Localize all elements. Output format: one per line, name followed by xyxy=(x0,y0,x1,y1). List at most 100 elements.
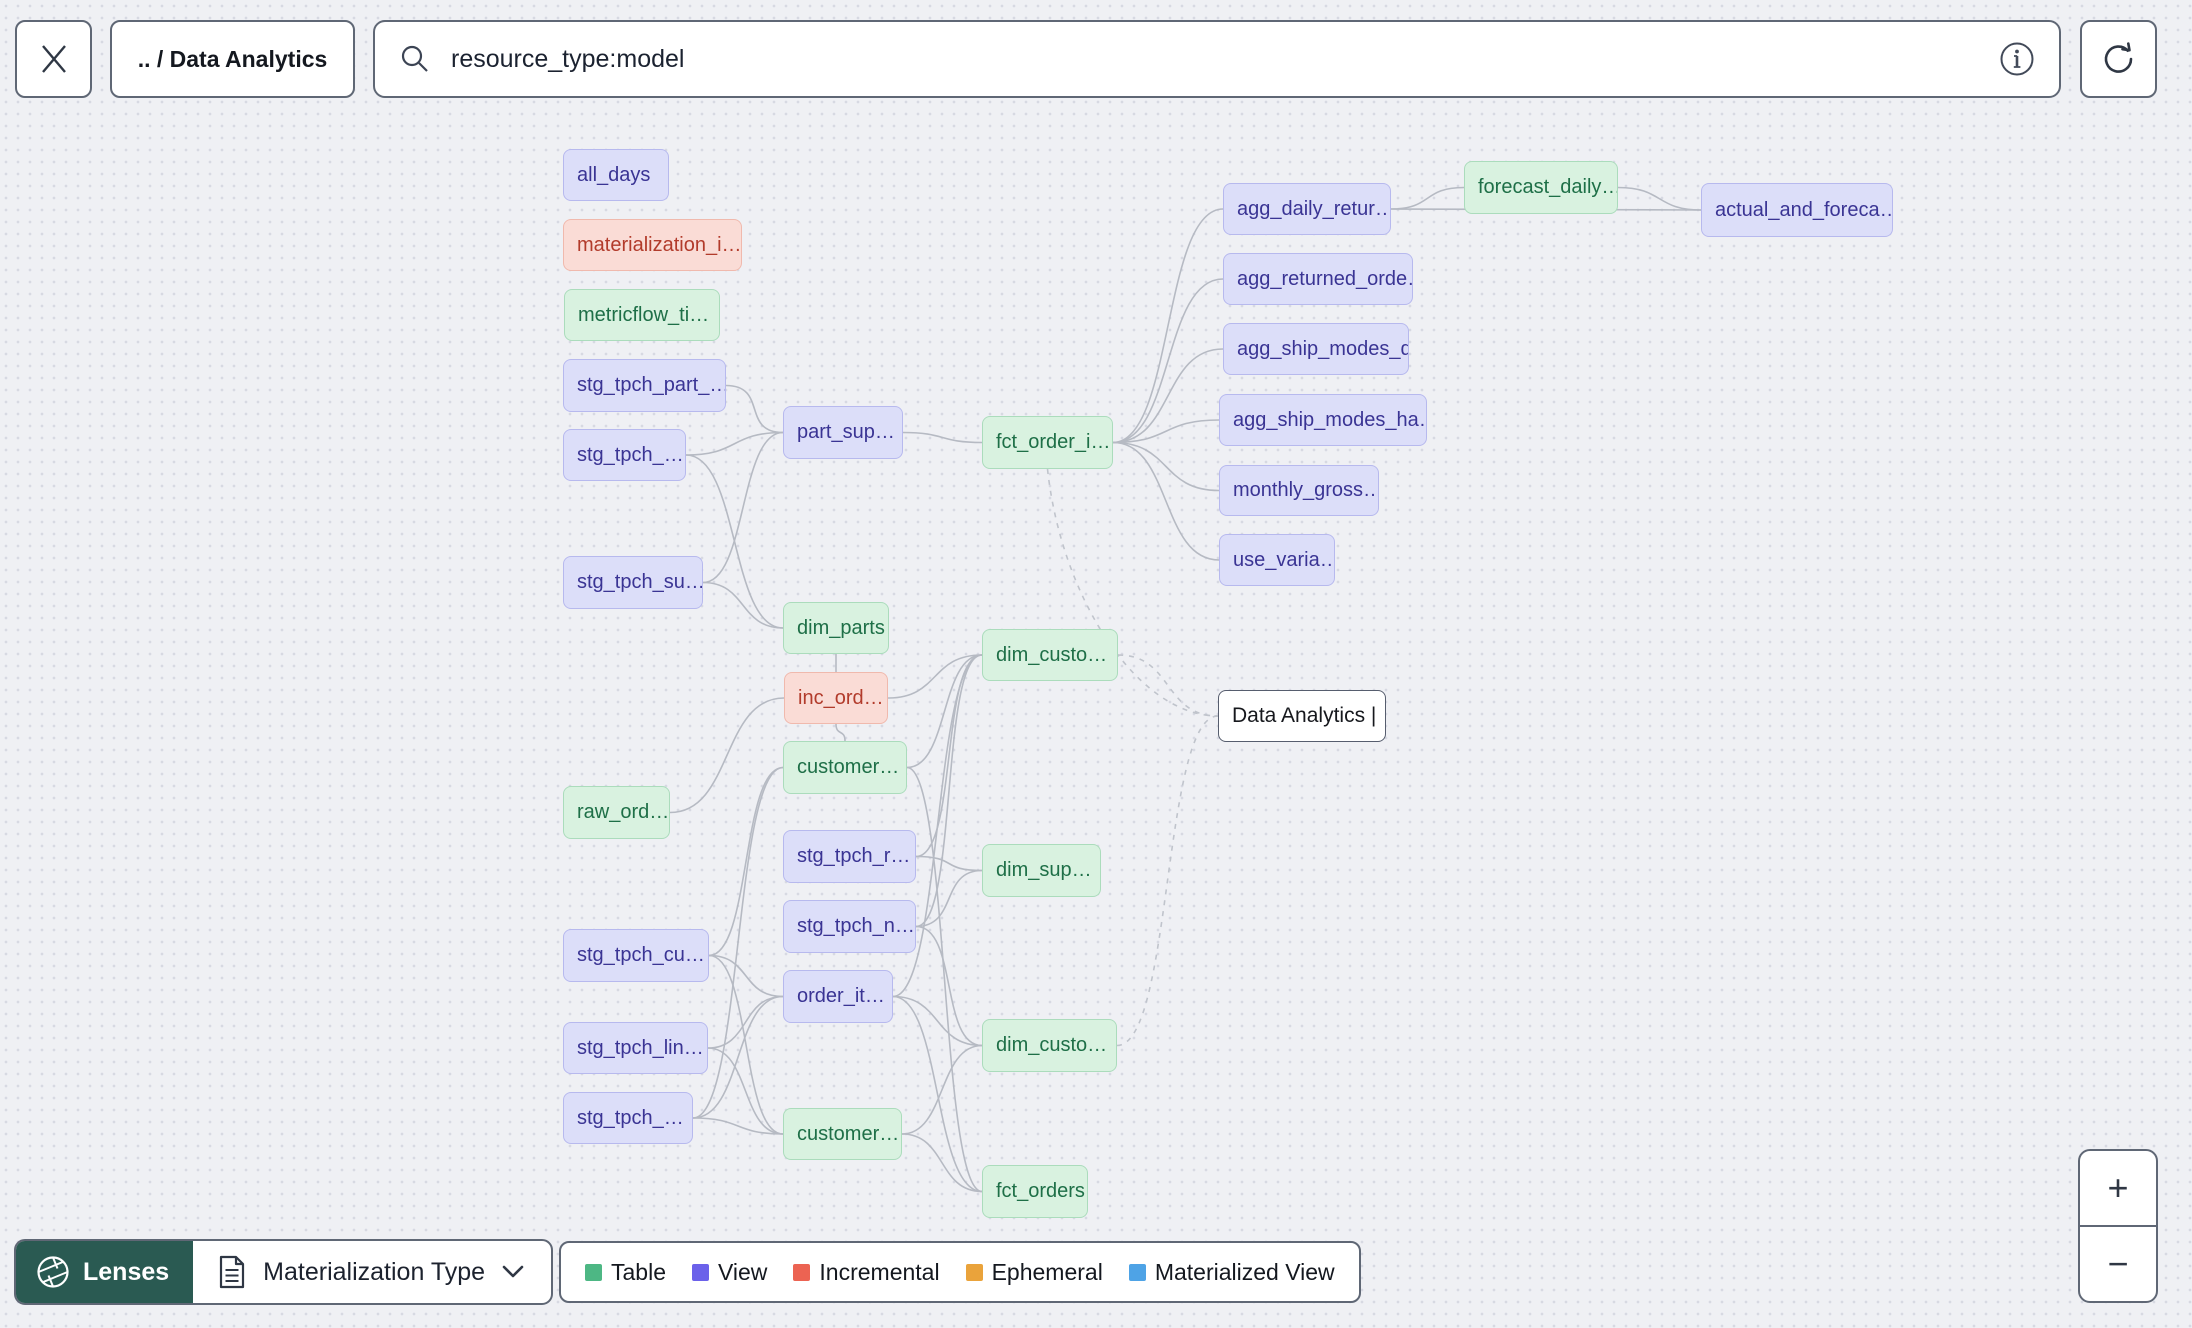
graph-node-stg_r[interactable]: stg_tpch_r… xyxy=(783,830,916,883)
refresh-icon xyxy=(2104,42,2132,73)
lineage-edge xyxy=(1112,348,1224,444)
refresh-button[interactable] xyxy=(2080,20,2157,98)
graph-node-dim_parts[interactable]: dim_parts xyxy=(783,602,889,654)
lineage-edge xyxy=(1112,441,1220,492)
lens-selector-label: Materialization Type xyxy=(263,1257,486,1286)
lineage-edge xyxy=(702,581,784,629)
graph-node-stg_cu[interactable]: stg_tpch_cu… xyxy=(563,929,709,982)
graph-node-part_sup[interactable]: part_sup… xyxy=(783,406,903,459)
graph-node-customer1[interactable]: customer… xyxy=(783,741,907,794)
graph-node-dim_custo1[interactable]: dim_custo… xyxy=(982,629,1118,681)
graph-node-da_node[interactable]: Data Analytics | … xyxy=(1218,690,1386,742)
search-input[interactable] xyxy=(449,43,1981,75)
legend-swatch xyxy=(585,1263,602,1281)
lineage-edge xyxy=(708,766,784,957)
lineage-edge xyxy=(669,697,785,814)
graph-node-stg_part[interactable]: stg_tpch_part_… xyxy=(563,359,726,412)
graph-node-raw_ord[interactable]: raw_ord… xyxy=(563,786,670,839)
graph-node-all_days[interactable]: all_days xyxy=(563,149,669,201)
lineage-edge xyxy=(685,431,784,456)
lenses-toolbar: Lenses Materialization Type xyxy=(14,1239,554,1305)
lineage-edge xyxy=(915,869,983,928)
legend-label: Ephemeral xyxy=(991,1258,1103,1285)
legend-item: Ephemeral xyxy=(965,1258,1103,1286)
graph-node-dim_custo2[interactable]: dim_custo… xyxy=(982,1019,1117,1072)
close-button[interactable] xyxy=(15,20,92,98)
aperture-icon xyxy=(37,1256,69,1288)
graph-node-fct_order[interactable]: fct_order_i… xyxy=(982,416,1113,469)
lineage-edge xyxy=(835,723,846,742)
zoom-controls: + − xyxy=(2078,1149,2158,1303)
graph-node-use_varia[interactable]: use_varia… xyxy=(1219,534,1335,586)
close-icon xyxy=(41,45,66,73)
legend-item: View xyxy=(691,1258,768,1286)
graph-node-metricflow[interactable]: metricflow_ti… xyxy=(564,289,720,341)
graph-node-actual[interactable]: actual_and_foreca… xyxy=(1701,183,1893,237)
breadcrumb[interactable]: .. / Data Analytics xyxy=(110,20,355,98)
chevron-down-icon xyxy=(502,1265,524,1278)
graph-node-agg_daily[interactable]: agg_daily_retur… xyxy=(1223,183,1391,235)
lineage-edge xyxy=(902,431,983,444)
graph-node-customer2[interactable]: customer… xyxy=(783,1108,902,1160)
graph-node-stg_2[interactable]: stg_tpch_… xyxy=(563,1092,693,1144)
lineage-edge xyxy=(906,766,983,1193)
graph-node-agg_ship_ha[interactable]: agg_ship_modes_ha… xyxy=(1219,394,1427,446)
zoom-in-button[interactable]: + xyxy=(2107,1167,2129,1208)
lineage-edge xyxy=(901,1044,983,1135)
graph-node-stg_su[interactable]: stg_tpch_su… xyxy=(563,556,703,609)
graph-node-stg_lin[interactable]: stg_tpch_lin… xyxy=(563,1022,708,1074)
graph-node-agg_ret[interactable]: agg_returned_orde… xyxy=(1223,253,1413,305)
lenses-button[interactable]: Lenses xyxy=(16,1241,194,1303)
graph-node-stg_1[interactable]: stg_tpch_… xyxy=(563,429,686,481)
lineage-edge xyxy=(702,431,784,584)
lineage-edge xyxy=(1116,715,1219,1047)
graph-node-forecast[interactable]: forecast_daily… xyxy=(1464,161,1618,214)
lineage-edge xyxy=(906,654,983,769)
lineage-edge xyxy=(915,654,983,928)
lineage-edge xyxy=(708,954,784,1135)
legend-swatch xyxy=(793,1263,811,1281)
legend-item: Materialized View xyxy=(1128,1258,1335,1286)
legend-swatch xyxy=(965,1263,983,1281)
search-bar[interactable] xyxy=(373,20,2061,98)
graph-node-agg_ship_d[interactable]: agg_ship_modes_d… xyxy=(1223,323,1409,375)
legend-item: Table xyxy=(585,1259,666,1286)
lineage-edge xyxy=(1112,441,1220,561)
graph-node-dim_sup[interactable]: dim_sup… xyxy=(982,844,1101,897)
document-icon xyxy=(220,1255,245,1289)
graph-node-fct_orders[interactable]: fct_orders xyxy=(982,1165,1088,1218)
legend-label: View xyxy=(717,1258,768,1285)
graph-node-monthly[interactable]: monthly_gross… xyxy=(1219,465,1379,516)
legend-swatch xyxy=(691,1263,709,1281)
zoom-out-button[interactable]: − xyxy=(2080,1225,2156,1301)
graph-node-stg_n[interactable]: stg_tpch_n… xyxy=(783,900,916,953)
lineage-edge xyxy=(692,1117,784,1135)
materialization-legend: Table View Incremental Ephemeral Materialize… xyxy=(559,1241,1361,1303)
legend-label: Materialized View xyxy=(1154,1258,1335,1285)
lineage-edge xyxy=(692,766,784,1119)
lineage-edge xyxy=(915,925,983,1047)
lineage-edge xyxy=(725,384,784,434)
lineage-edge xyxy=(915,855,983,872)
lineage-edge xyxy=(1617,186,1702,211)
search-icon xyxy=(401,45,428,72)
lineage-edge xyxy=(708,954,784,998)
lens-selector[interactable]: Materialization Type xyxy=(193,1241,551,1303)
graph-node-inc_ord[interactable]: inc_ord… xyxy=(784,672,888,724)
lineage-edge xyxy=(707,1047,784,1135)
graph-node-order_it[interactable]: order_it… xyxy=(783,970,893,1023)
lenses-label: Lenses xyxy=(83,1257,170,1286)
breadcrumb-label: .. / Data Analytics xyxy=(137,45,328,72)
lineage-edge xyxy=(892,995,983,1193)
info-icon[interactable] xyxy=(1999,41,2035,77)
lineage-edge xyxy=(887,654,983,699)
legend-item: Incremental xyxy=(793,1259,940,1286)
lineage-edge xyxy=(1390,186,1465,210)
lineage-edge xyxy=(1112,278,1224,444)
lineage-edge xyxy=(1046,468,1219,717)
lineage-edge xyxy=(1112,208,1224,444)
lineage-edge xyxy=(892,995,983,1047)
legend-swatch xyxy=(1128,1263,1146,1281)
graph-node-mat_i[interactable]: materialization_i… xyxy=(563,219,742,271)
lineage-edge xyxy=(707,995,784,1049)
